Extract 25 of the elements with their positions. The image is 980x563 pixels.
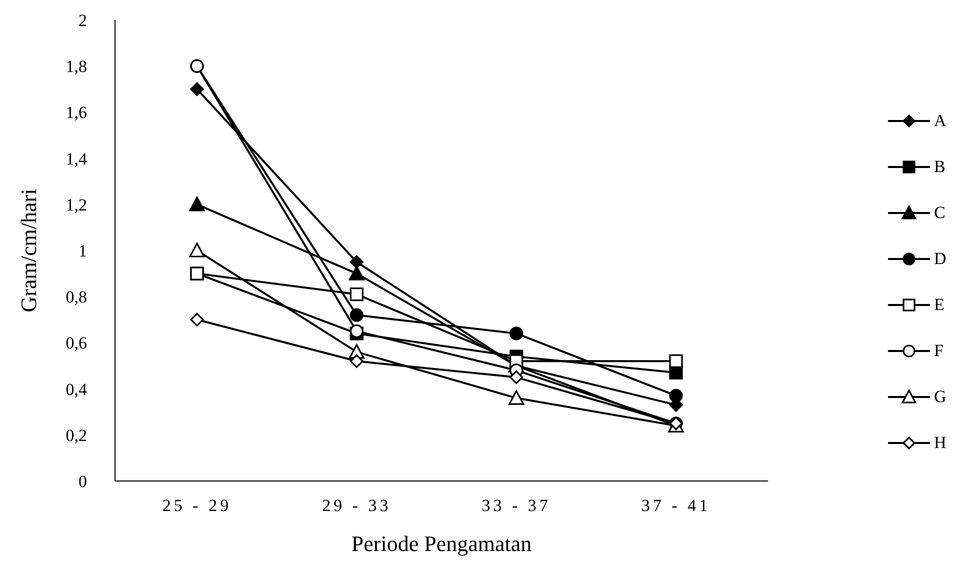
y-tick-label: 0,2 [66,426,87,445]
legend-label: A [934,111,946,131]
x-axis-title: Periode Pengamatan [351,531,532,556]
legend-label: H [934,433,946,453]
y-tick-label: 0 [78,472,87,492]
legend-label: G [934,387,946,407]
legend-label: C [934,203,946,223]
x-tick-label: 25 - 29 [162,496,232,516]
y-tick-label: 0,4 [66,380,88,399]
y-tick-label: 0,8 [66,288,87,307]
y-tick-label: 2 [78,11,87,30]
y-axis-title: Gram/cm/hari [16,188,41,312]
legend-label: E [934,295,944,315]
y-tick-label: 1,2 [66,195,87,214]
y-tick-label: 1,4 [66,149,88,168]
y-tick-label: 1,6 [66,103,87,122]
legend-label: D [934,249,946,269]
x-tick-label: 33 - 37 [482,496,551,516]
x-tick-label: 37 - 41 [641,496,711,516]
legend-label: B [934,157,946,177]
y-tick-label: 1 [78,242,87,261]
legend-label: F [934,341,944,361]
y-tick-label: 1,8 [66,57,87,76]
y-tick-label: 0,6 [66,334,87,353]
x-tick-label: 29 - 33 [322,496,392,516]
